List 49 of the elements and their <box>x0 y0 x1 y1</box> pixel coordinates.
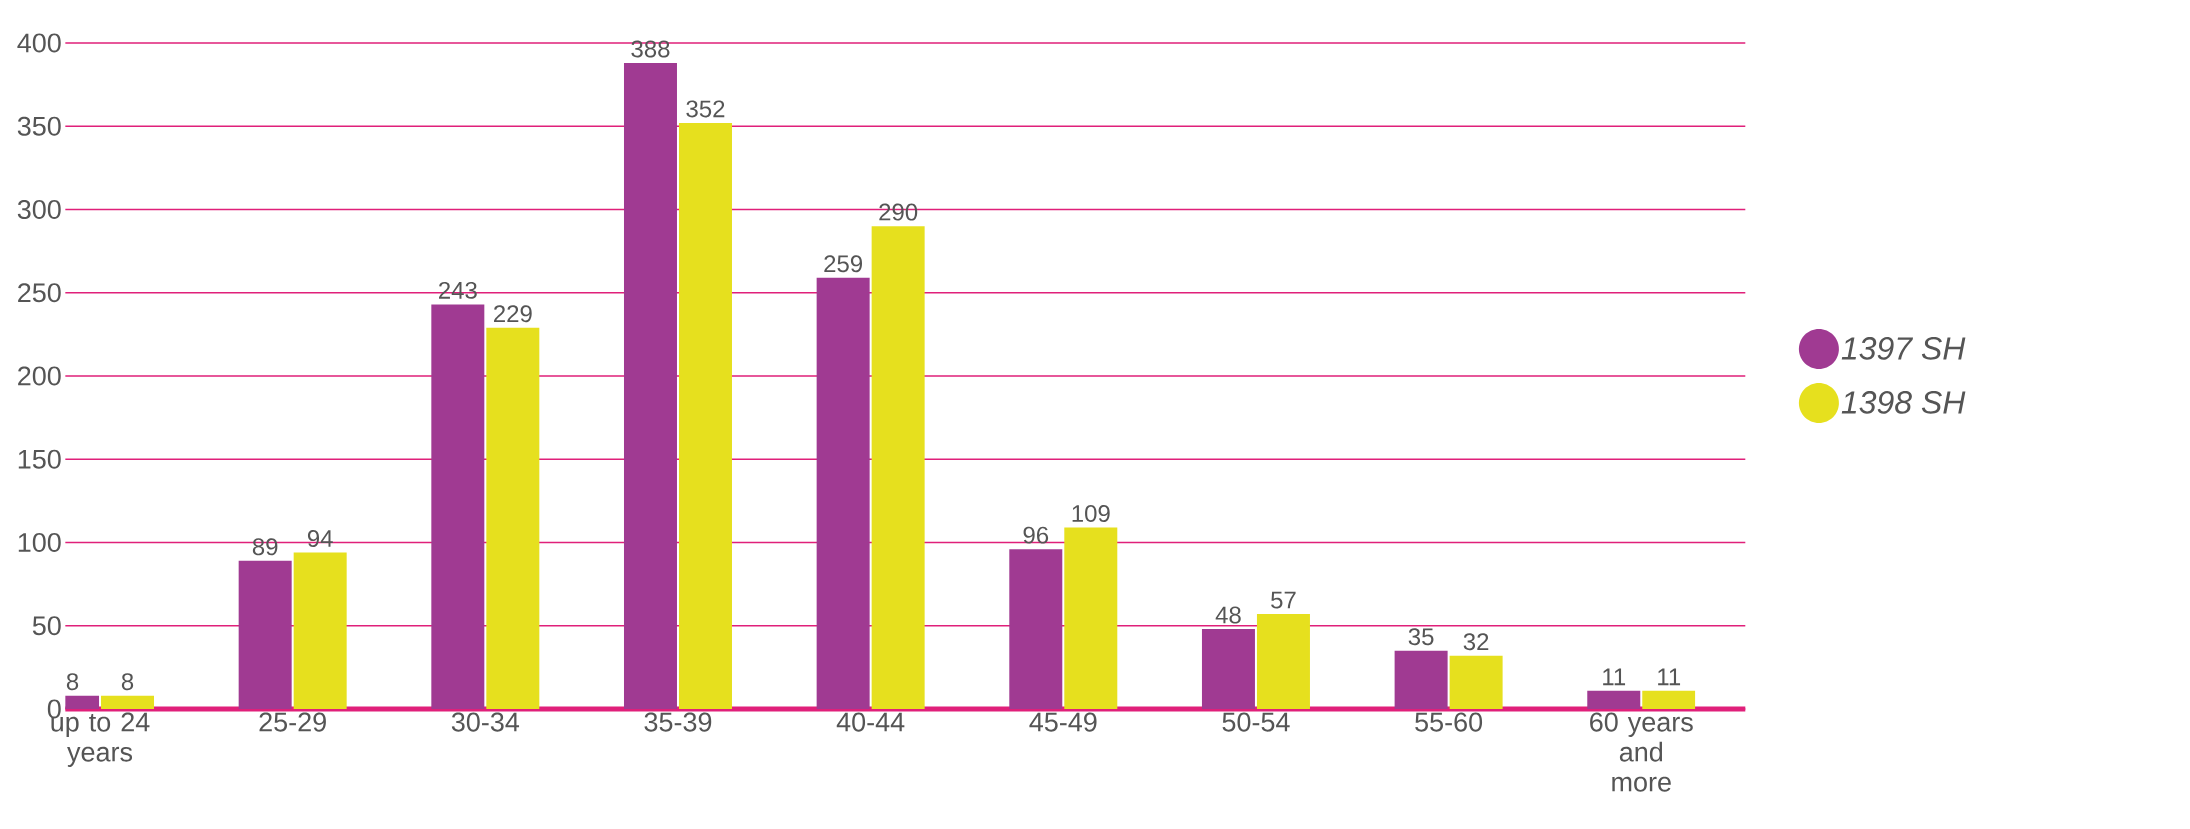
y-tick-label: 100 <box>18 532 61 553</box>
y-tick-label: 400 <box>17 33 61 53</box>
y-tick-label: 250 <box>18 283 61 303</box>
bar <box>1394 650 1448 709</box>
bar <box>431 304 485 709</box>
x-tick-label: 30-34 <box>451 712 520 732</box>
data-label: 35 <box>1408 628 1434 646</box>
bar <box>1256 614 1310 709</box>
data-label: 11 <box>1658 668 1681 686</box>
legend-label: 1398 SH <box>1841 391 1966 414</box>
x-tick-label: 25-29 <box>259 712 326 732</box>
bar <box>1201 629 1255 709</box>
bar <box>871 226 925 709</box>
x-tick-label: 40-44 <box>836 712 905 732</box>
bar <box>678 122 732 709</box>
data-label: 259 <box>824 255 863 273</box>
x-tick-label: 55-60 <box>1415 712 1483 732</box>
data-label: 352 <box>686 100 725 118</box>
data-label: 11 <box>1603 668 1626 686</box>
bar <box>1009 549 1063 709</box>
bar <box>1449 655 1503 709</box>
bar <box>816 277 870 709</box>
bar <box>1587 690 1641 709</box>
y-tick-label: 350 <box>17 116 61 136</box>
legend-label: 1397 SH <box>1841 337 1966 360</box>
y-tick-label: 150 <box>18 449 61 469</box>
x-tick-label: 45-49 <box>1029 712 1097 732</box>
data-label: 57 <box>1271 591 1296 609</box>
y-tick-label: 300 <box>17 199 61 220</box>
data-label: 388 <box>631 40 670 58</box>
data-label: 229 <box>494 305 532 323</box>
data-label: 32 <box>1463 633 1489 651</box>
data-label: 8 <box>66 673 79 691</box>
data-label: 109 <box>1072 504 1110 522</box>
x-tick-label: 60 years and more <box>1590 712 1693 792</box>
y-tick-label: 200 <box>18 366 61 386</box>
data-label: 96 <box>1023 526 1049 544</box>
data-label: 89 <box>252 538 278 556</box>
data-label: 48 <box>1215 606 1241 624</box>
x-tick-label: 50-54 <box>1222 712 1290 732</box>
bar <box>293 552 347 709</box>
bar <box>238 560 292 709</box>
y-tick-label: 50 <box>32 616 61 636</box>
bar <box>1642 690 1696 709</box>
data-label: 8 <box>121 673 134 691</box>
bar <box>486 327 540 709</box>
bar <box>1064 527 1118 709</box>
x-tick-label: 35-39 <box>644 712 712 732</box>
bar <box>623 62 677 709</box>
